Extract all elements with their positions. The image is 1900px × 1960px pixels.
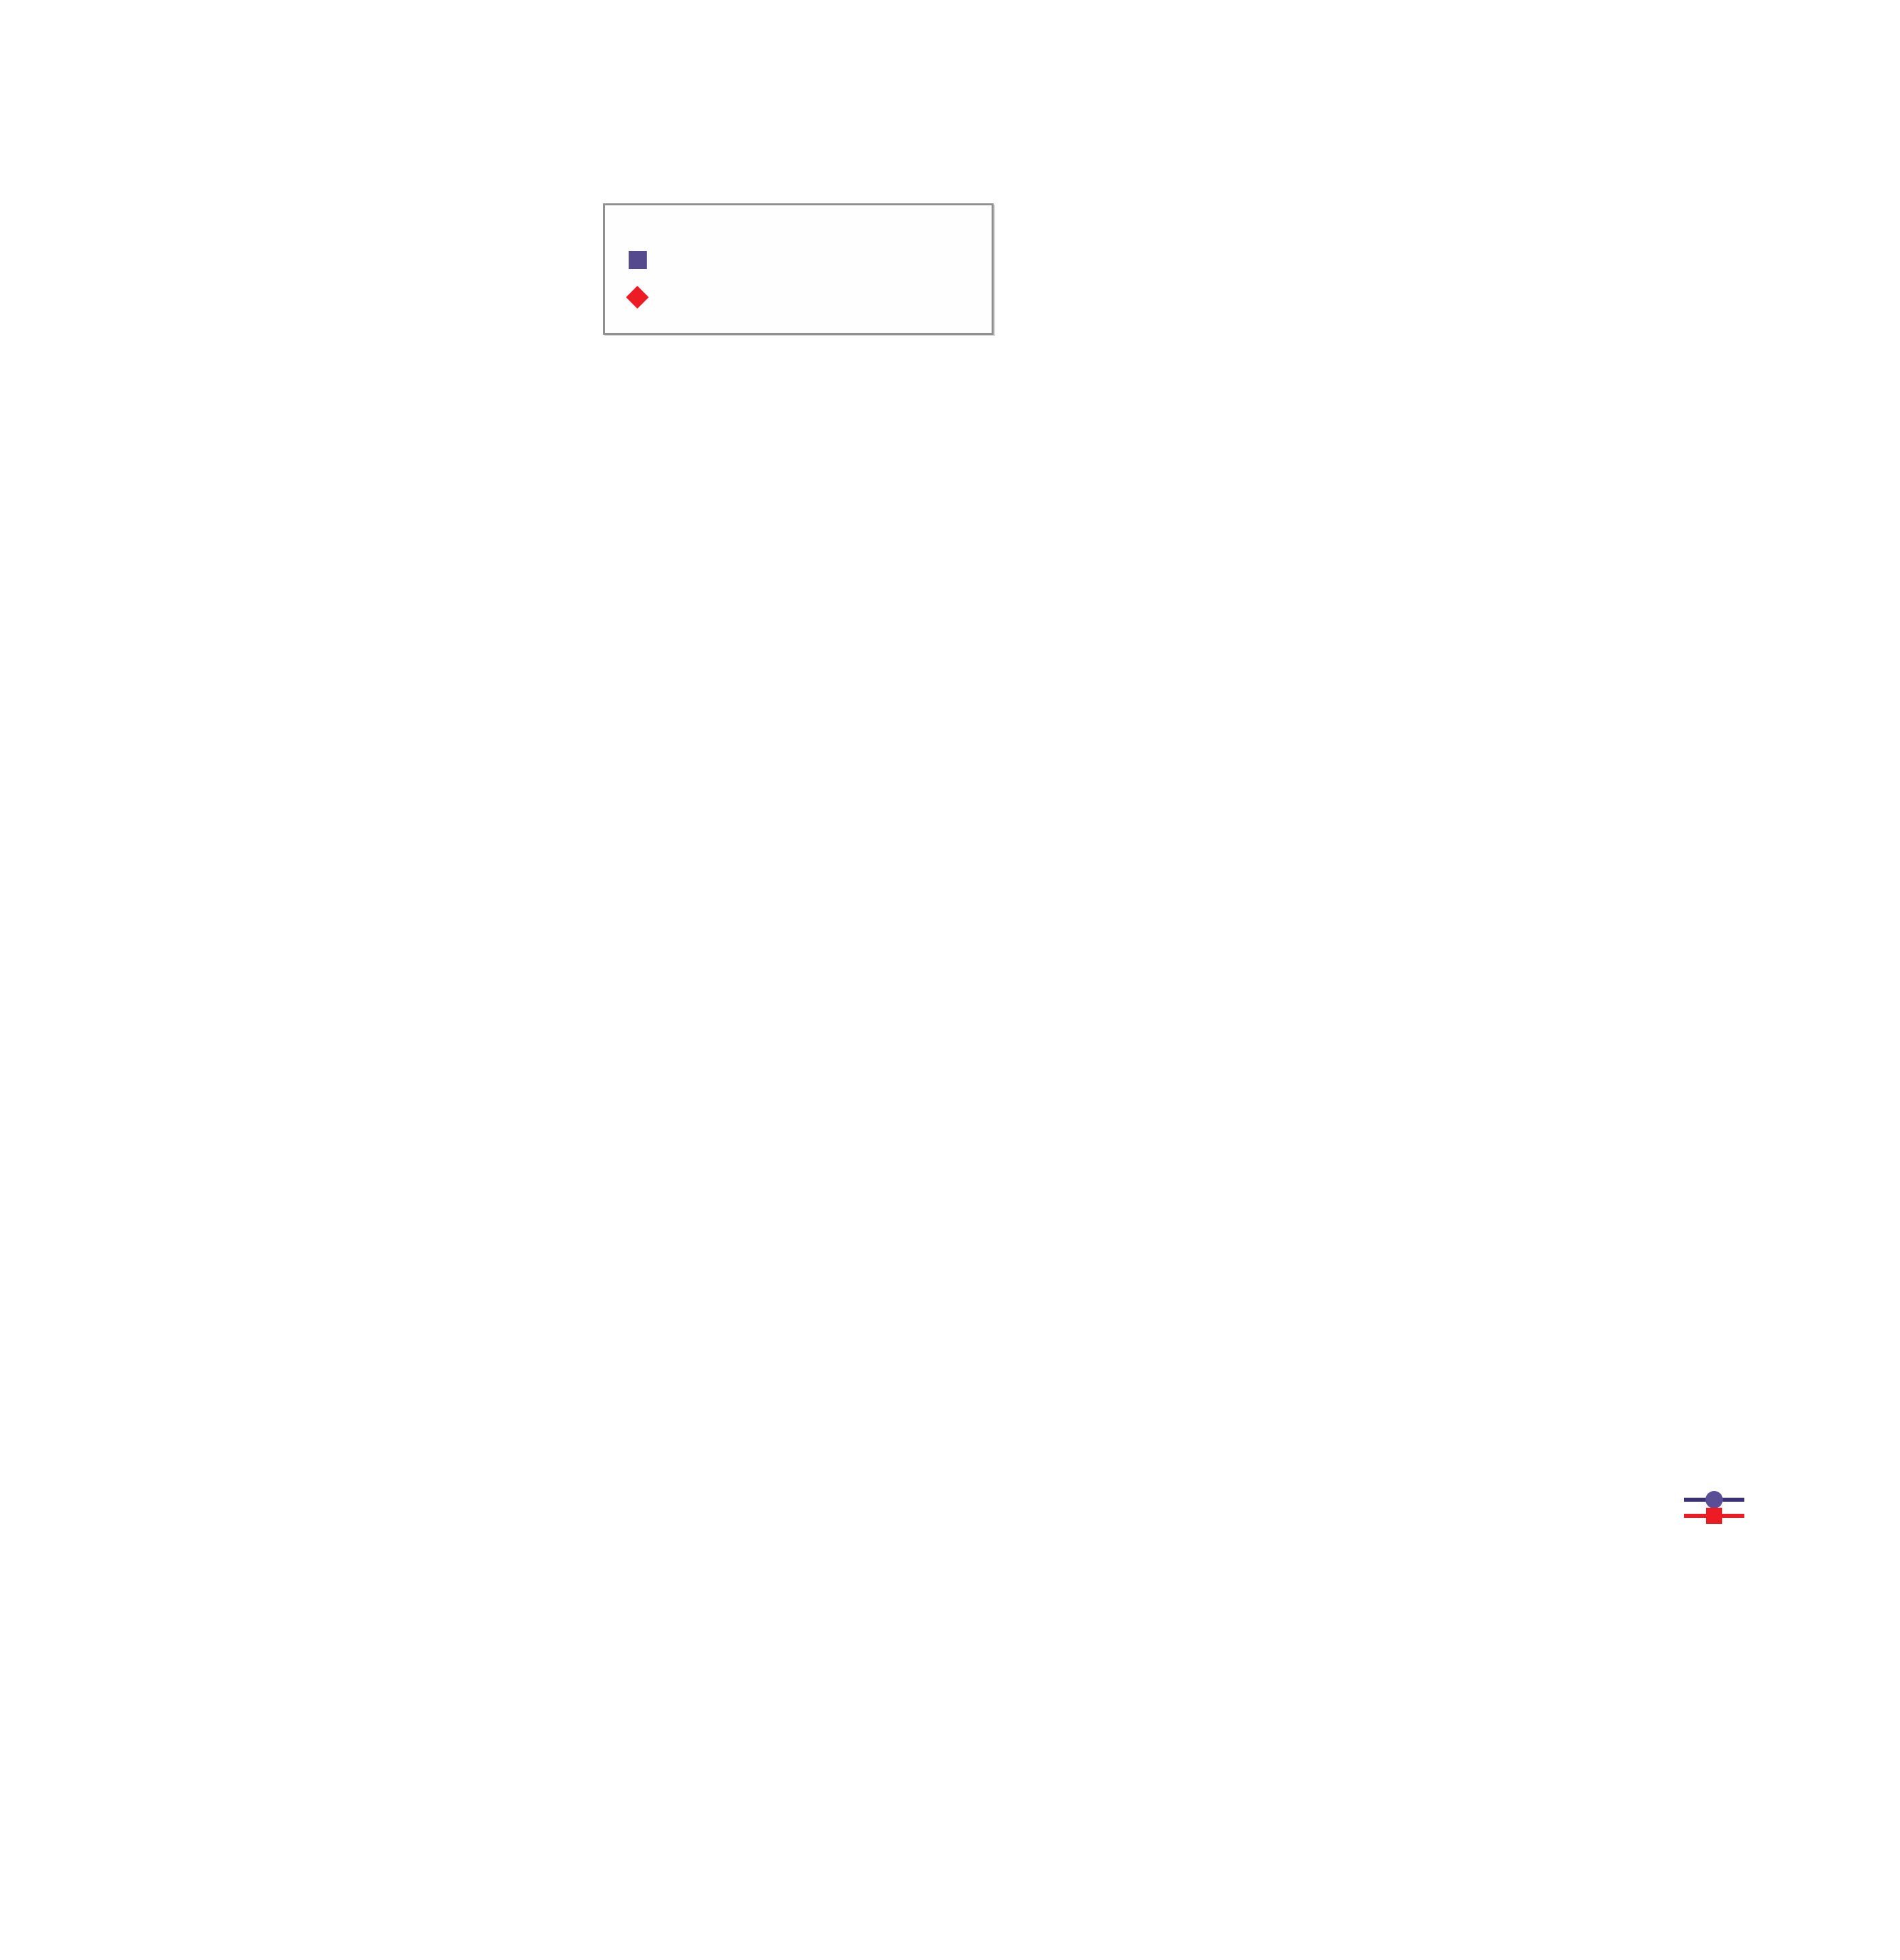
proliferation-bar-chart bbox=[1141, 127, 1900, 671]
diamond-marker-icon bbox=[617, 286, 657, 309]
wound-images-r bbox=[74, 1731, 1080, 1960]
wound-chart-legend bbox=[1684, 1491, 1759, 1524]
wound-line-chart bbox=[1234, 1469, 1900, 1960]
red-line-icon bbox=[1684, 1508, 1744, 1524]
dose-response-legend bbox=[603, 203, 994, 335]
square-marker-icon bbox=[1706, 1508, 1722, 1524]
colony-wells-ntera2p bbox=[74, 778, 1080, 1047]
legend-row-ntera2r bbox=[617, 286, 980, 309]
circle-marker-icon bbox=[1705, 1491, 1723, 1508]
colony-bar-chart bbox=[1141, 805, 1900, 1362]
legend-row-ntera2p bbox=[617, 250, 980, 269]
purple-line-icon bbox=[1684, 1491, 1744, 1508]
wound-images-p bbox=[74, 1399, 1080, 1674]
colony-wells-ntera2r bbox=[74, 1099, 1080, 1368]
square-marker-icon bbox=[617, 250, 657, 269]
legend-row-ntera2r bbox=[1684, 1508, 1759, 1524]
legend-row-ntera2p bbox=[1684, 1491, 1759, 1508]
